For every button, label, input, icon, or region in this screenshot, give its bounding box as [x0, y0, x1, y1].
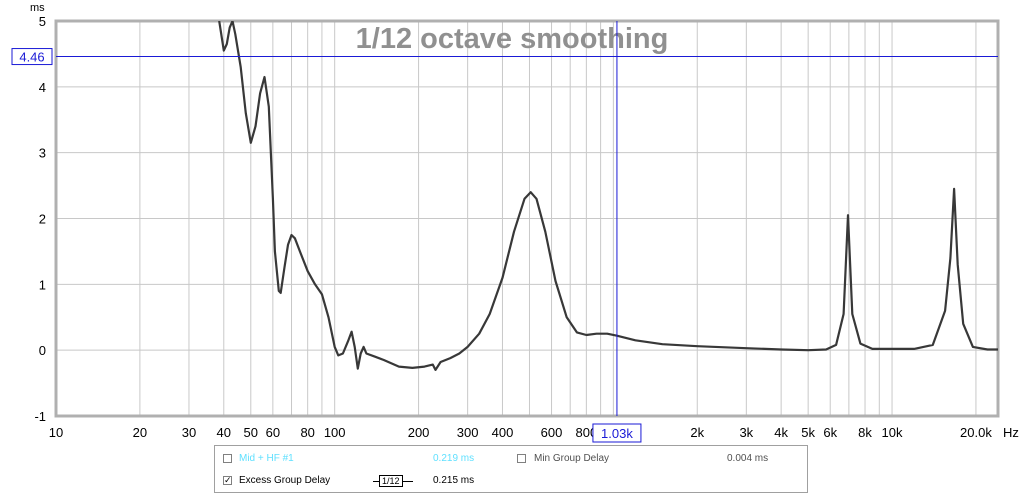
- x-tick-label: 2k: [690, 425, 704, 440]
- excess-group-delay-label: Excess Group Delay: [239, 475, 331, 486]
- y-tick-label: 3: [39, 146, 46, 161]
- x-tick-label: 20.0k: [960, 425, 992, 440]
- x-tick-label: 3k: [739, 425, 753, 440]
- x-tick-label: 50: [244, 425, 258, 440]
- legend-row-mid-hf: Mid + HF #1 0.219 ms Min Group Delay 0.0…: [223, 452, 803, 466]
- y-tick-label: 5: [39, 14, 46, 29]
- x-tick-label: 100: [324, 425, 346, 440]
- y-tick-label: 4: [39, 80, 46, 95]
- x-tick-label: 80: [300, 425, 314, 440]
- cursor-y-readout: 4.46: [19, 50, 44, 65]
- cursor-x-readout-box: [592, 423, 642, 443]
- series-layer: [218, 21, 998, 371]
- chart-title: 1/12 octave smoothing: [356, 23, 669, 55]
- series-line-excess-group-delay: [218, 21, 998, 371]
- x-tick-label: 300: [457, 425, 479, 440]
- grid-lines: [55, 20, 998, 417]
- x-tick-label: 60: [266, 425, 280, 440]
- min-group-delay-checkbox[interactable]: [517, 454, 526, 463]
- excess-group-delay-value: 0.215 ms: [433, 475, 475, 486]
- legend-row-excess: ✓ Excess Group Delay 1/12 0.215 ms: [223, 474, 803, 488]
- y-tick-label: 1: [39, 277, 46, 292]
- mid-hf-checkbox[interactable]: [223, 454, 232, 463]
- x-tick-label: 40: [217, 425, 231, 440]
- min-group-delay-value: 0.004 ms: [727, 453, 769, 464]
- x-tick-label: 5k: [801, 425, 815, 440]
- x-axis-ticks: 10 20 30 40 50 60 80 100 200 300 400 600 800 2k 3k 4k 5k…: [49, 425, 993, 440]
- x-tick-label: 20: [133, 425, 147, 440]
- plot-frame: [54, 19, 1000, 418]
- x-axis-unit: Hz: [1003, 425, 1019, 440]
- x-tick-label: 6k: [823, 425, 837, 440]
- group-delay-chart[interactable]: -1 0 1 2 3 4 5 10 20 30 40 50 60 80 100 200 300 400 600 80…: [0, 0, 1024, 445]
- x-tick-label: 4k: [774, 425, 788, 440]
- x-tick-label: 200: [408, 425, 430, 440]
- mid-hf-label: Mid + HF #1: [239, 453, 294, 464]
- y-axis-unit: ms: [30, 2, 45, 14]
- cursor-y-readout-box: [11, 48, 53, 66]
- x-tick-label: 400: [492, 425, 514, 440]
- y-axis-ticks: -1 0 1 2 3 4 5: [34, 14, 46, 424]
- mid-hf-value: 0.219 ms: [433, 453, 475, 464]
- x-tick-label: 10k: [882, 425, 903, 440]
- y-tick-label: -1: [34, 409, 46, 424]
- x-tick-label: 8k: [858, 425, 872, 440]
- smoothing-button[interactable]: 1/12: [379, 475, 403, 487]
- cursor[interactable]: 4.46 1.03k: [11, 21, 998, 443]
- legend-panel: Mid + HF #1 0.219 ms Min Group Delay 0.0…: [214, 445, 808, 493]
- x-tick-label: 600: [541, 425, 563, 440]
- x-tick-label: 800: [576, 425, 598, 440]
- excess-group-delay-checkbox[interactable]: ✓: [223, 475, 232, 485]
- cursor-x-readout: 1.03k: [601, 426, 633, 441]
- min-group-delay-label: Min Group Delay: [534, 453, 610, 464]
- y-tick-label: 2: [39, 212, 46, 227]
- x-tick-label: 30: [182, 425, 196, 440]
- x-tick-label: 10: [49, 425, 63, 440]
- y-tick-label: 0: [39, 343, 46, 358]
